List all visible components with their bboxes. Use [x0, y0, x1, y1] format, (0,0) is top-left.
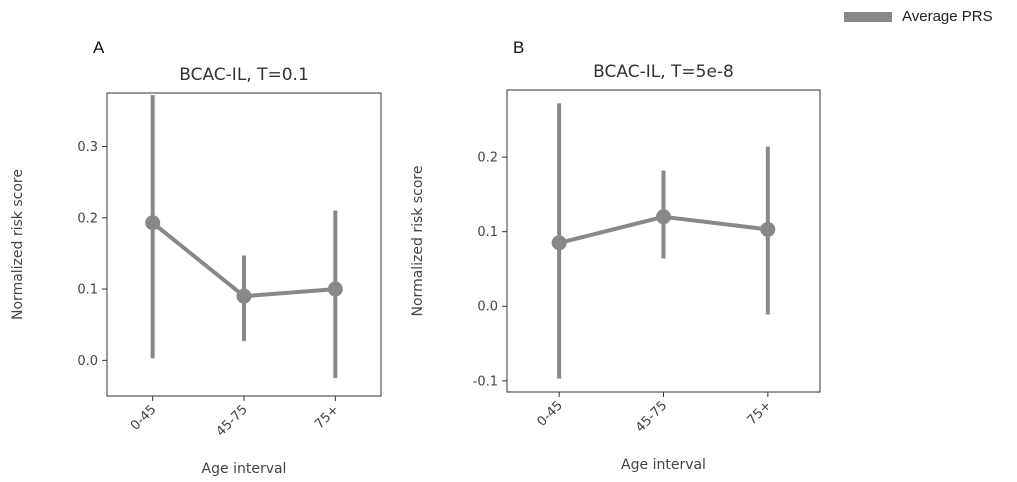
- chart2-ytick-label: 0.0: [477, 300, 498, 315]
- legend: Average PRS: [844, 8, 993, 25]
- chart1-xtick-label: 75+: [312, 402, 342, 432]
- panel-letter-a: A: [93, 38, 105, 57]
- chart2-title: BCAC-IL, T=5e-8: [593, 62, 734, 82]
- chart1-ytick-label: 0.1: [77, 283, 98, 298]
- chart2-data-point: [760, 221, 776, 237]
- chart2-data-point: [551, 235, 567, 251]
- chart1-xtick-label: 45-75: [214, 402, 251, 439]
- chart2-xtick-label: 75+: [745, 398, 775, 428]
- chart2-data-point: [656, 209, 671, 225]
- chart1-data-point: [327, 281, 343, 297]
- chart1-ytick-label: 0.3: [77, 140, 98, 155]
- chart2-ytick-label: 0.2: [477, 151, 498, 166]
- chart2-ytick-label: -0.1: [473, 374, 498, 389]
- panel-letter-b: B: [513, 38, 525, 57]
- legend-label: Average PRS: [902, 8, 993, 25]
- chart2-ylabel: Normalized risk score: [410, 166, 426, 317]
- chart1-xtick-label: 0-45: [128, 402, 159, 433]
- chart1-ytick-label: 0.0: [77, 354, 98, 369]
- chart1-axes-frame: [106, 92, 382, 397]
- chart1-xlabel: Age interval: [202, 461, 287, 477]
- chart2-ytick-label: 0.1: [477, 225, 498, 240]
- chart1-title: BCAC-IL, T=0.1: [179, 65, 309, 85]
- chart2-xlabel: Age interval: [621, 457, 706, 473]
- legend-swatch: [844, 11, 892, 22]
- chart1-data-point: [236, 288, 252, 304]
- chart1-ylabel: Normalized risk score: [10, 169, 26, 320]
- chart1-ytick-label: 0.2: [77, 211, 98, 226]
- chart2-xtick-label: 45-75: [633, 398, 670, 435]
- chart1-data-point: [145, 215, 161, 231]
- chart2-xtick-label: 0-45: [535, 398, 566, 429]
